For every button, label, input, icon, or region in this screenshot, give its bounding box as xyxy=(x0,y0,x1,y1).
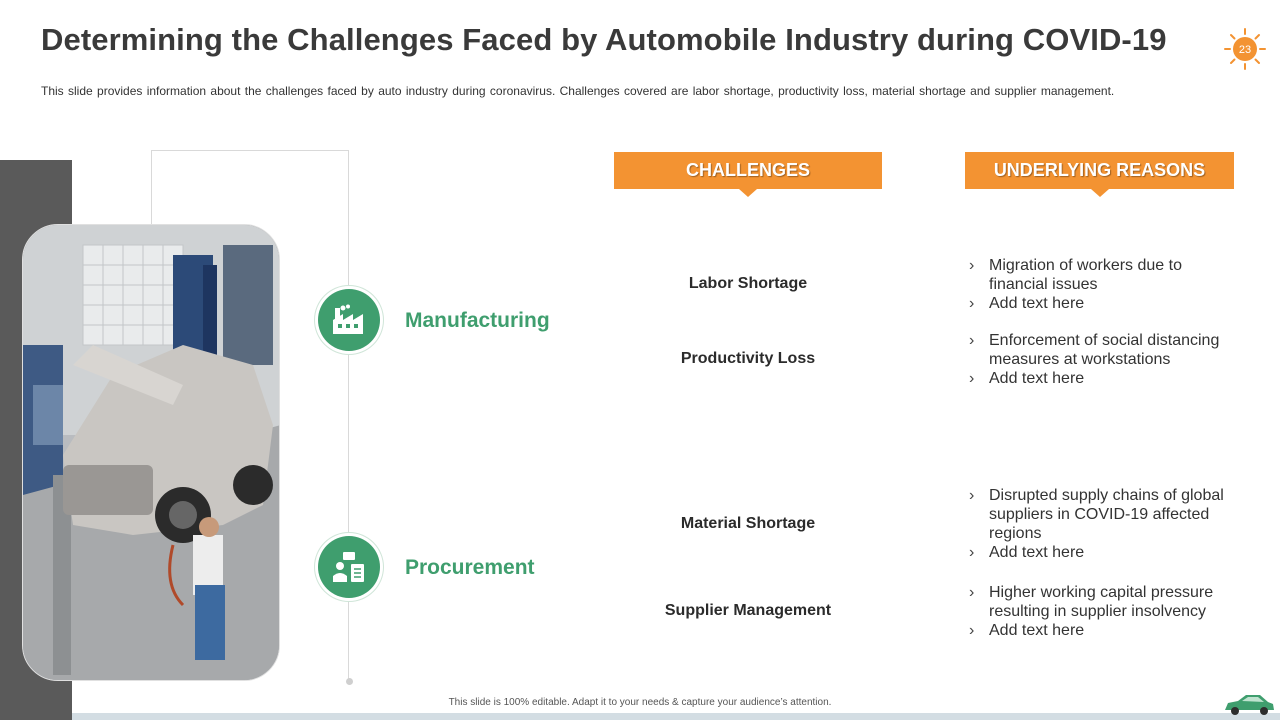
reason-item: Higher working capital pressure resultin… xyxy=(968,583,1238,621)
reasons-supplier-management: Higher working capital pressure resultin… xyxy=(968,583,1238,640)
page-number-badge: 23 xyxy=(1224,28,1266,70)
reason-item: Migration of workers due to financial is… xyxy=(968,256,1238,294)
manufacturing-icon-circle xyxy=(318,289,380,351)
reason-item: Add text here xyxy=(968,621,1238,640)
challenge-material-shortage: Material Shortage xyxy=(680,515,816,532)
reason-item: Enforcement of social distancing measure… xyxy=(968,331,1238,369)
garage-photo xyxy=(22,224,280,681)
reason-item: Add text here xyxy=(968,294,1238,313)
slide-title: Determining the Challenges Faced by Auto… xyxy=(41,22,1167,57)
car-icon xyxy=(1225,695,1274,715)
slide-subtitle: This slide provides information about th… xyxy=(41,84,1115,98)
reason-item: Disrupted supply chains of global suppli… xyxy=(968,486,1238,543)
footer-note: This slide is 100% editable. Adapt it to… xyxy=(448,697,832,708)
reasons-labor-shortage: Migration of workers due to financial is… xyxy=(968,256,1238,313)
reason-item: Add text here xyxy=(968,543,1238,562)
reasons-material-shortage: Disrupted supply chains of global suppli… xyxy=(968,486,1238,562)
category-procurement-label: Procurement xyxy=(405,556,535,579)
underlying-reasons-header: UNDERLYING REASONS xyxy=(965,152,1234,197)
bottom-strip xyxy=(72,713,1280,720)
frame-dot xyxy=(346,678,353,685)
challenge-supplier-management: Supplier Management xyxy=(664,602,832,619)
challenge-productivity-loss: Productivity Loss xyxy=(680,350,816,367)
reasons-productivity-loss: Enforcement of social distancing measure… xyxy=(968,331,1238,388)
category-manufacturing-label: Manufacturing xyxy=(405,309,550,332)
challenge-labor-shortage: Labor Shortage xyxy=(688,275,808,292)
procurement-icon-circle xyxy=(318,536,380,598)
factory-icon xyxy=(333,304,363,334)
procurement-icon xyxy=(333,552,364,582)
reason-item: Add text here xyxy=(968,369,1238,388)
challenges-header: CHALLENGES xyxy=(614,152,882,197)
page-number: 23 xyxy=(1239,44,1251,56)
